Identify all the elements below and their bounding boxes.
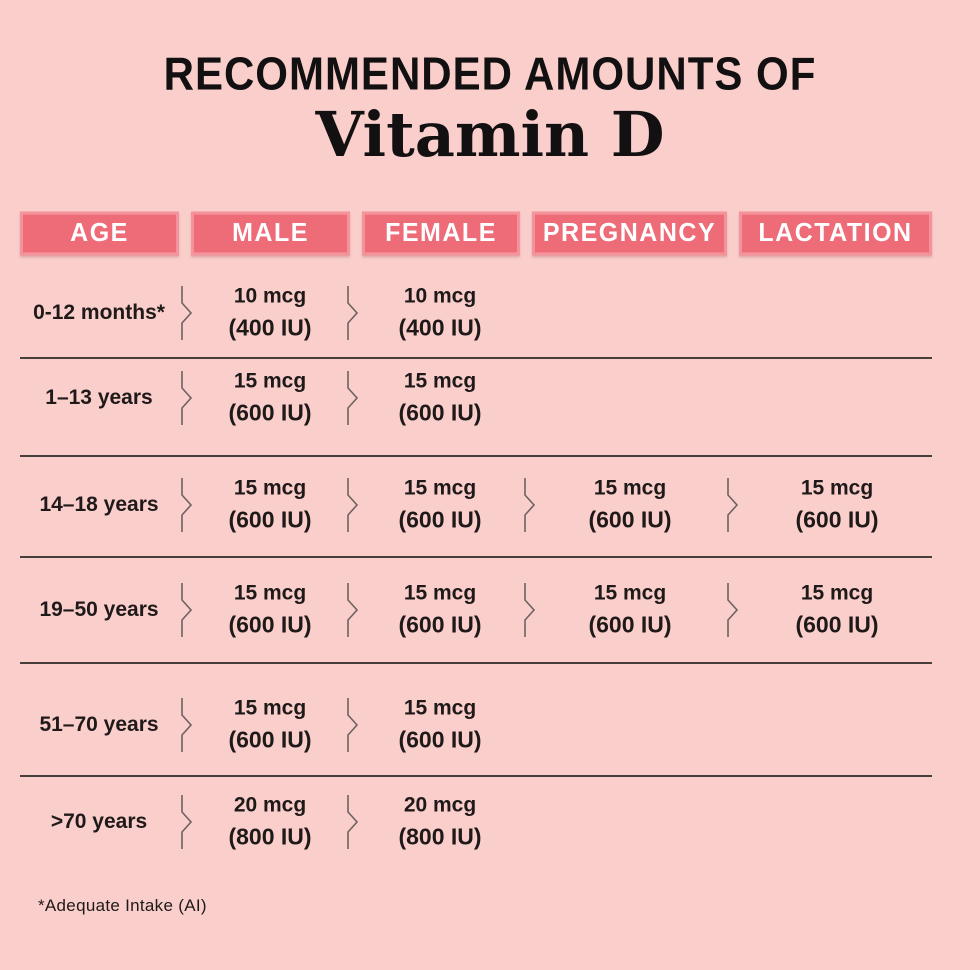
table-header-row: AGE MALE FEMALE PREGNANCY LACTATION (20, 211, 932, 256)
mcg-value: 15 mcg (233, 581, 307, 605)
iu-value: (600 IU) (795, 506, 879, 533)
male-value: 15 mcg (600 IU) (228, 697, 311, 754)
table-row: 14–18 years 15 mcg (600 IU) 15 mcg (600 … (0, 455, 980, 555)
male-value: 10 mcg (400 IU) (228, 284, 311, 341)
row-divider (20, 775, 932, 777)
iu-value: (800 IU) (228, 823, 312, 850)
male-value: 15 mcg (600 IU) (228, 370, 311, 427)
column-header-age: AGE (20, 211, 179, 256)
lactation-value: 15 mcg (600 IU) (795, 582, 878, 639)
pregnancy-value: 15 mcg (600 IU) (588, 582, 671, 639)
column-header-pregnancy: PREGNANCY (532, 211, 727, 256)
age-label: 51–70 years (39, 713, 159, 736)
age-label: 0-12 months* (33, 300, 165, 324)
brace-divider-icon (347, 698, 359, 752)
mcg-value: 15 mcg (233, 696, 307, 720)
iu-value: (600 IU) (228, 506, 312, 533)
brace-divider-icon (347, 371, 359, 425)
iu-value: (600 IU) (228, 611, 312, 638)
iu-value: (600 IU) (795, 611, 879, 638)
table-row: >70 years 20 mcg (800 IU) 20 mcg (800 IU… (0, 770, 980, 874)
age-label: 19–50 years (39, 598, 159, 621)
brace-divider-icon (181, 478, 193, 532)
column-header-female: FEMALE (362, 211, 520, 256)
iu-value: (600 IU) (588, 611, 672, 638)
row-divider (20, 357, 932, 359)
mcg-value: 15 mcg (593, 581, 667, 605)
female-value: 15 mcg (600 IU) (398, 370, 481, 427)
iu-value: (600 IU) (398, 611, 482, 638)
female-value: 20 mcg (800 IU) (398, 794, 481, 851)
female-value: 15 mcg (600 IU) (398, 582, 481, 639)
mcg-value: 15 mcg (593, 476, 667, 500)
mcg-value: 15 mcg (403, 476, 477, 500)
brace-divider-icon (347, 285, 359, 340)
iu-value: (400 IU) (398, 314, 482, 340)
mcg-value: 15 mcg (403, 696, 477, 720)
iu-value: (800 IU) (398, 823, 482, 850)
table-row: 1–13 years 15 mcg (600 IU) 15 mcg (600 I… (0, 350, 980, 446)
mcg-value: 20 mcg (233, 793, 307, 817)
mcg-value: 15 mcg (800, 581, 874, 605)
female-value: 15 mcg (600 IU) (398, 697, 481, 754)
iu-value: (600 IU) (588, 506, 672, 533)
brace-divider-icon (524, 583, 536, 637)
female-value: 10 mcg (400 IU) (398, 284, 481, 341)
age-label: 14–18 years (39, 493, 159, 516)
mcg-value: 15 mcg (233, 369, 307, 393)
age-label: >70 years (50, 810, 148, 833)
table-row: 0-12 months* 10 mcg (400 IU) 10 mcg (400… (0, 260, 980, 365)
mcg-value: 15 mcg (800, 476, 874, 500)
footnote: *Adequate Intake (AI) (38, 896, 207, 915)
page-title: Vitamin D (315, 98, 665, 171)
brace-divider-icon (347, 478, 359, 532)
brace-divider-icon (181, 795, 193, 849)
brace-divider-icon (181, 583, 193, 637)
male-value: 20 mcg (800 IU) (228, 794, 311, 851)
iu-value: (400 IU) (228, 314, 312, 340)
row-divider (20, 556, 932, 558)
female-value: 15 mcg (600 IU) (398, 477, 481, 534)
brace-divider-icon (727, 583, 739, 637)
brace-divider-icon (181, 285, 193, 340)
mcg-value: 15 mcg (403, 581, 477, 605)
table-row: 51–70 years 15 mcg (600 IU) 15 mcg (600 … (0, 672, 980, 778)
mcg-value: 10 mcg (233, 284, 307, 307)
brace-divider-icon (347, 583, 359, 637)
mcg-value: 20 mcg (403, 793, 477, 817)
male-value: 15 mcg (600 IU) (228, 477, 311, 534)
male-value: 15 mcg (600 IU) (228, 582, 311, 639)
row-divider (20, 455, 932, 457)
brace-divider-icon (727, 478, 739, 532)
column-header-male: MALE (191, 211, 350, 256)
page-title-kicker: RECOMMENDED AMOUNTS OF (163, 47, 817, 100)
age-label: 1–13 years (45, 386, 153, 409)
brace-divider-icon (524, 478, 536, 532)
brace-divider-icon (181, 698, 193, 752)
lactation-value: 15 mcg (600 IU) (795, 477, 878, 534)
brace-divider-icon (347, 795, 359, 849)
column-header-lactation: LACTATION (739, 211, 932, 256)
iu-value: (600 IU) (398, 399, 482, 426)
iu-value: (600 IU) (398, 726, 482, 753)
table-row: 19–50 years 15 mcg (600 IU) 15 mcg (600 … (0, 558, 980, 662)
mcg-value: 15 mcg (403, 369, 477, 393)
iu-value: (600 IU) (398, 506, 482, 533)
pregnancy-value: 15 mcg (600 IU) (588, 477, 671, 534)
brace-divider-icon (181, 371, 193, 425)
iu-value: (600 IU) (228, 399, 312, 426)
mcg-value: 15 mcg (233, 476, 307, 500)
row-divider (20, 662, 932, 664)
mcg-value: 10 mcg (403, 284, 477, 307)
iu-value: (600 IU) (228, 726, 312, 753)
